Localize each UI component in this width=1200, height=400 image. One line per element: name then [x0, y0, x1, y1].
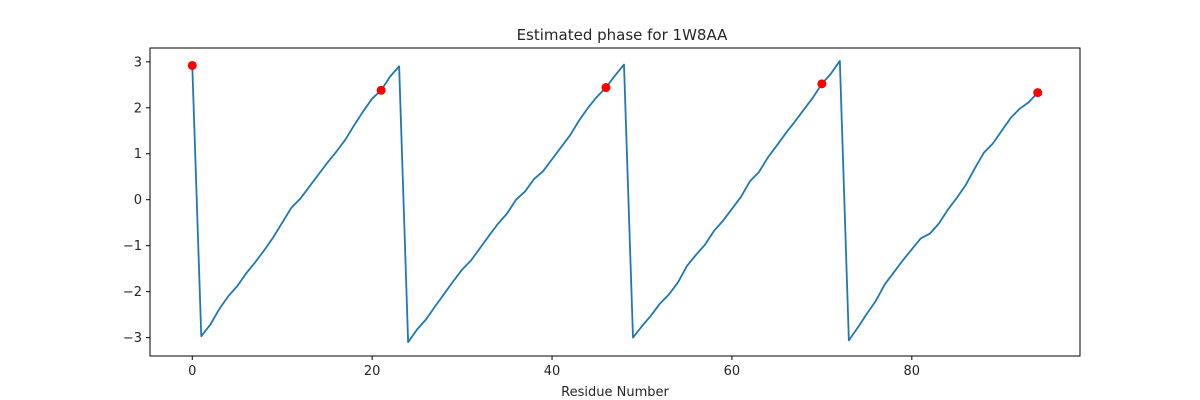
y-tick-label: 3: [134, 55, 142, 70]
y-tick-label: 2: [134, 101, 142, 116]
chart-title: Estimated phase for 1W8AA: [517, 26, 729, 44]
x-tick-label: 40: [544, 364, 561, 379]
y-tick-label: −1: [123, 239, 142, 254]
marker-point: [1033, 88, 1043, 98]
x-tick-label: 0: [188, 364, 196, 379]
x-axis: 0 20 40 60 80: [188, 356, 920, 379]
marker-points: [187, 60, 1043, 98]
marker-point: [817, 79, 827, 89]
y-tick-label: −3: [123, 331, 142, 346]
x-axis-label: Residue Number: [561, 385, 669, 400]
marker-point: [601, 83, 611, 93]
x-tick-label: 20: [364, 364, 381, 379]
x-tick-label: 60: [724, 364, 741, 379]
y-axis: −3 −2 −1 0 1 2 3: [123, 55, 150, 346]
plot-frame: [149, 47, 1081, 357]
marker-point: [376, 85, 386, 95]
phase-series-line: [191, 59, 1039, 344]
y-tick-label: −2: [123, 285, 142, 300]
y-tick-label: 0: [134, 193, 142, 208]
x-tick-label: 80: [904, 364, 921, 379]
marker-point: [187, 60, 197, 70]
y-tick-label: 1: [134, 147, 142, 162]
